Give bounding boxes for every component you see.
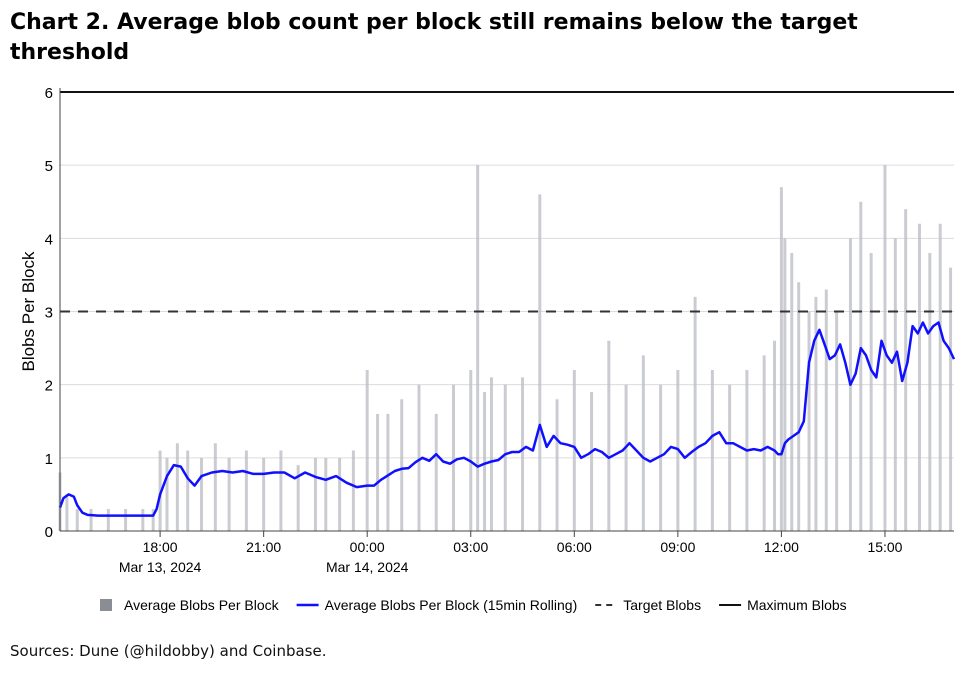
x-tick-label: 06:00 (557, 539, 592, 555)
x-tick-label: 21:00 (246, 539, 281, 555)
legend-swatch (100, 599, 112, 611)
y-tick-label: 3 (45, 305, 53, 322)
y-tick-label: 2 (45, 378, 53, 395)
y-tick-label: 4 (45, 231, 53, 248)
legend-label: Average Blobs Per Block (124, 597, 280, 613)
x-tick-label: 18:00 (143, 539, 178, 555)
x-tick-labels: 18:00 Mar 13, 2024 21:00 00:00 Mar 14, 2024 0… (119, 531, 903, 575)
rolling-average-line (58, 321, 956, 517)
axes (59, 88, 954, 532)
y-tick-label: 6 (45, 85, 53, 102)
bars-series (58, 165, 953, 531)
legend: Average Blobs Per Block Average Blobs Per… (100, 597, 847, 613)
y-tick-labels: 0 1 2 3 4 5 6 (45, 85, 53, 541)
y-tick-label: 5 (45, 158, 53, 175)
legend-label: Target Blobs (623, 597, 701, 613)
x-tick-label: 12:00 (764, 539, 799, 555)
x-tick-date-label: Mar 14, 2024 (326, 559, 409, 575)
y-axis-label: Blobs Per Block (19, 251, 38, 371)
chart-title: Chart 2. Average blob count per block st… (10, 10, 858, 65)
x-tick-label: 15:00 (867, 539, 902, 555)
reference-lines (60, 91, 954, 313)
source-note: Sources: Dune (@hildobby) and Coinbase. (10, 642, 327, 660)
legend-label: Average Blobs Per Block (15min Rolling) (325, 597, 578, 613)
x-tick-label: 09:00 (660, 539, 695, 555)
x-tick-label: 03:00 (453, 539, 488, 555)
blob-chart: 0 1 2 3 4 5 6 18:00 Mar 13, 2024 21:00 00:00 Mar 1… (19, 85, 956, 613)
y-tick-label: 1 (45, 451, 53, 468)
legend-label: Maximum Blobs (747, 597, 847, 613)
x-tick-label: 00:00 (350, 539, 385, 555)
y-tick-label: 0 (45, 524, 53, 541)
x-tick-date-label: Mar 13, 2024 (119, 559, 202, 575)
